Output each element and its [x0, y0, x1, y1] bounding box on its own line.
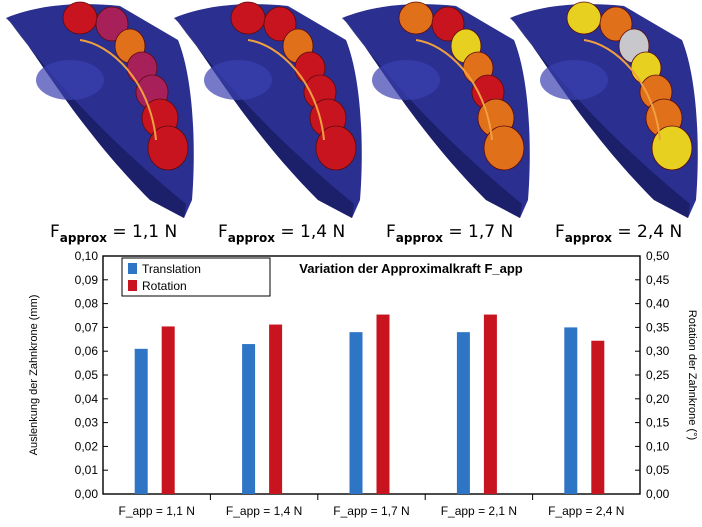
jaw-highlight: [540, 60, 608, 100]
legend-swatch-rotation: [128, 280, 137, 291]
y2-axis-title: Rotation der Zahnkrone (°): [686, 310, 698, 440]
y-tick-label: 0,04: [75, 392, 99, 406]
legend-label-rotation: Rotation: [142, 279, 187, 293]
wire: [415, 39, 493, 141]
jaw-model-4: [510, 1, 698, 218]
jaw-model-1: [6, 1, 194, 218]
legend-label-translation: Translation: [142, 262, 201, 276]
wire: [79, 39, 157, 141]
jaw-model-2: [174, 1, 362, 218]
tooth-1: [230, 1, 266, 35]
jaw-side: [510, 18, 690, 218]
rotation-bar: [161, 326, 175, 494]
translation-bar: [242, 344, 256, 494]
tooth-2: [95, 6, 129, 42]
caption-2: Fapprox = 1,4 N: [218, 222, 346, 245]
y-tick-label: 0,02: [75, 439, 99, 453]
y-tick-label: 0,08: [75, 297, 99, 311]
y2-tick-label: 0,45: [646, 273, 670, 287]
rotation-bar: [376, 314, 390, 494]
y-tick-label: 0,10: [75, 249, 99, 263]
y2-tick-label: 0,50: [646, 249, 670, 263]
jaw-side: [342, 18, 522, 218]
y-tick-label: 0,06: [75, 344, 99, 358]
jaw-renderings: [6, 1, 698, 218]
tooth-7: [651, 125, 693, 171]
x-tick-label: F_app = 1,4 N: [226, 504, 302, 518]
jaw-highlight: [36, 60, 104, 100]
jaw-side: [174, 18, 354, 218]
tooth-7: [315, 125, 357, 171]
y2-tick-label: 0,10: [646, 439, 670, 453]
y-tick-label: 0,00: [75, 487, 99, 501]
caption-4: Fapprox = 2,4 N: [555, 222, 683, 245]
legend-box: [121, 257, 271, 297]
caption-1: Fapprox = 1,1 N: [50, 222, 178, 245]
translation-bar: [349, 332, 363, 494]
y2-tick-label: 0,05: [646, 463, 670, 477]
jaw-highlight: [372, 60, 440, 100]
jaw-highlight: [204, 60, 272, 100]
caption-3: Fapprox = 1,7 N: [386, 222, 514, 245]
y2-tick-label: 0,15: [646, 416, 670, 430]
tooth-7: [483, 125, 525, 171]
wire: [247, 39, 325, 141]
tooth-2: [431, 6, 465, 42]
tooth-1: [62, 1, 98, 35]
chart-title: Variation der Approximalkraft F_app: [299, 261, 523, 276]
y2-tick-label: 0,30: [646, 344, 670, 358]
x-tick-label: F_app = 1,7 N: [333, 504, 409, 518]
rotation-bar: [591, 340, 605, 494]
bar-chart: 0,00 0,01 0,02 0,03 0,04 0,05 0,06 0,07 0,08 0,09…: [28, 249, 698, 518]
x-tick-label: F_app = 2,1 N: [441, 504, 517, 518]
translation-bar: [456, 332, 470, 494]
wire: [583, 39, 661, 141]
y-axis-title: Auslenkung der Zahnkrone (mm): [28, 295, 40, 456]
y-tick-label: 0,01: [75, 463, 99, 477]
jaw-side: [6, 18, 186, 218]
y-tick-label: 0,03: [75, 416, 99, 430]
legend: Translation Rotation: [121, 257, 271, 297]
rotation-bar: [269, 324, 283, 494]
tooth-7: [147, 125, 189, 171]
y2-tick-label: 0,20: [646, 392, 670, 406]
y-tick-label: 0,05: [75, 368, 99, 382]
jaw-model-3: [342, 1, 530, 218]
tooth-2: [599, 6, 633, 42]
y-tick-label: 0,07: [75, 320, 99, 334]
tooth-1: [566, 1, 602, 35]
y-tick-label: 0,09: [75, 273, 99, 287]
x-tick-label: F_app = 1,1 N: [119, 504, 195, 518]
y2-tick-label: 0,25: [646, 368, 670, 382]
rotation-bar: [483, 314, 497, 494]
x-tick-label: F_app = 2,4 N: [548, 504, 624, 518]
legend-swatch-translation: [128, 263, 137, 274]
y2-tick-label: 0,40: [646, 297, 670, 311]
tooth-2: [263, 6, 297, 42]
translation-bar: [134, 348, 148, 494]
tooth-1: [398, 1, 434, 35]
translation-bar: [564, 327, 578, 494]
y2-tick-label: 0,35: [646, 320, 670, 334]
y2-tick-label: 0,00: [646, 487, 670, 501]
